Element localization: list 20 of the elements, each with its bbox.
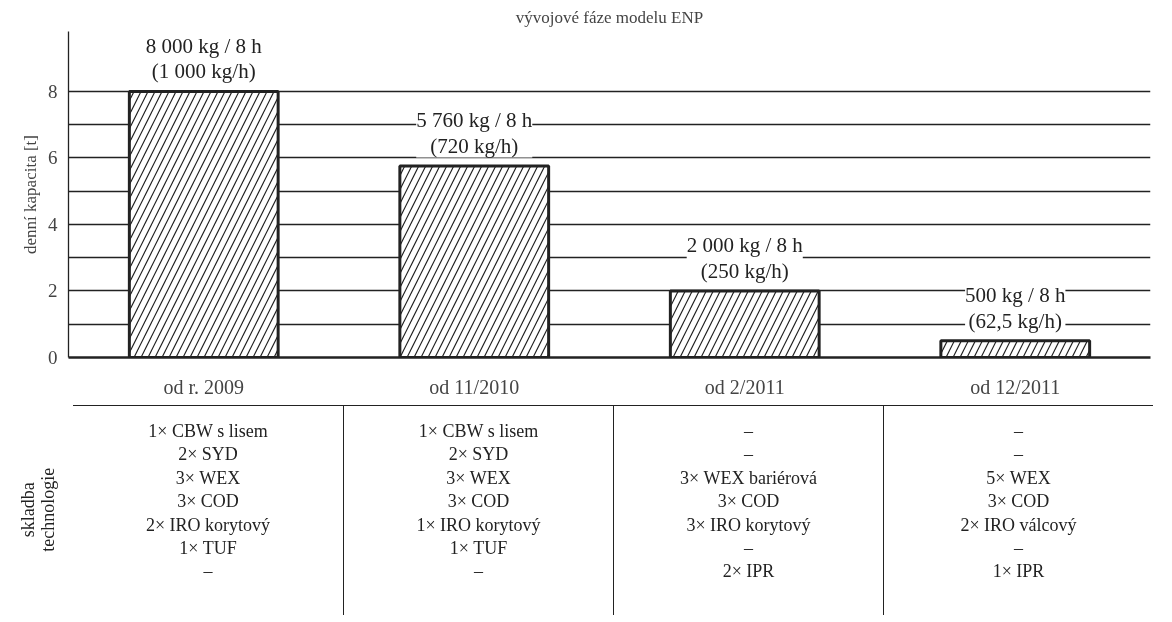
x-tick-label: od 11/2010	[429, 375, 520, 398]
y-tick-label: 2	[48, 280, 58, 302]
text: – – 5× WEX 3× COD 2× IRO válcový – 1× IPR	[883, 405, 1153, 615]
y-tick-label: 6	[48, 147, 58, 169]
annotation: 5 760 kg / 8 h (720 kg/h)	[416, 108, 533, 158]
x-tick-label: od 12/2011	[970, 375, 1061, 398]
annotation: 500 kg / 8 h (62,5 kg/h)	[965, 283, 1066, 333]
chart-title: vývojové fáze modelu ENP	[515, 7, 704, 27]
annotation: 2 000 kg / 8 h (250 kg/h)	[686, 233, 804, 283]
text: – – 3× WEX bariérová 3× COD 3× IRO korytový – 2× IPR	[613, 405, 883, 615]
text: 1× CBW s lisem 2× SYD 3× WEX 3× COD 2× IRO korytový 1× TUF –	[73, 405, 343, 615]
y-tick-label: 8	[48, 80, 58, 102]
text: 1× CBW s lisem 2× SYD 3× WEX 3× COD 1× IRO korytový 1× TUF –	[343, 405, 613, 615]
x-tick-label: od 2/2011	[704, 375, 785, 398]
text: skladba technologie	[18, 468, 59, 552]
x-tick-label: od r. 2009	[163, 375, 245, 398]
annotation: 8 000 kg / 8 h (1 000 kg/h)	[145, 33, 263, 84]
y-tick-label: 0	[48, 347, 58, 368]
y-tick-label: 4	[48, 213, 58, 235]
y-axis-title: denní kapacita [t]	[21, 135, 40, 254]
